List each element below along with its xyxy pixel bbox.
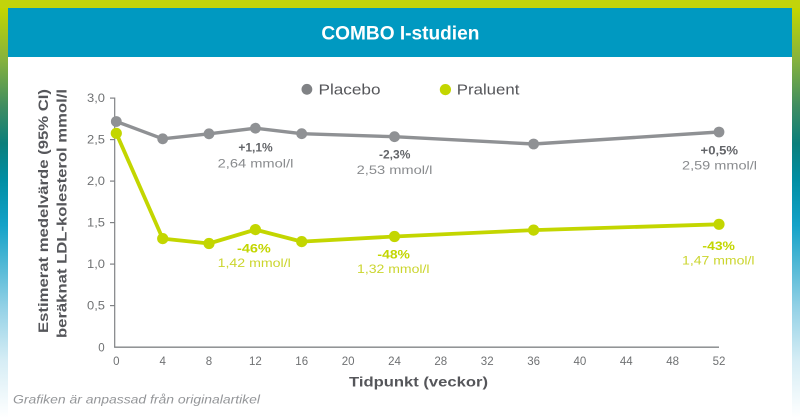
- svg-text:2,5: 2,5: [87, 134, 105, 146]
- svg-text:0: 0: [113, 356, 119, 368]
- svg-text:0: 0: [98, 343, 104, 355]
- svg-text:20: 20: [342, 356, 355, 368]
- svg-text:0,5: 0,5: [87, 300, 105, 312]
- svg-text:COMBO I-studien: COMBO I-studien: [321, 24, 479, 45]
- svg-text:beräknat LDL-kolesterol mmol/l: beräknat LDL-kolesterol mmol/l: [55, 89, 71, 338]
- svg-text:40: 40: [574, 356, 587, 368]
- svg-text:+1,1%: +1,1%: [238, 141, 273, 155]
- svg-text:2,0: 2,0: [87, 176, 105, 188]
- svg-text:Grafiken är anpassad från orig: Grafiken är anpassad från originalartike…: [13, 394, 261, 406]
- svg-text:52: 52: [713, 356, 726, 368]
- svg-text:+0,5%: +0,5%: [701, 144, 739, 158]
- svg-text:Tidpunkt (veckor): Tidpunkt (veckor): [349, 373, 488, 389]
- svg-text:32: 32: [481, 356, 494, 368]
- svg-text:12: 12: [249, 356, 262, 368]
- svg-text:Placebo: Placebo: [319, 81, 381, 98]
- svg-text:1,47 mmol/l: 1,47 mmol/l: [682, 254, 755, 268]
- svg-text:-43%: -43%: [702, 239, 735, 253]
- svg-text:1,32 mmol/l: 1,32 mmol/l: [357, 262, 430, 276]
- svg-text:-2,3%: -2,3%: [379, 148, 411, 162]
- svg-text:16: 16: [295, 356, 308, 368]
- svg-text:28: 28: [434, 356, 447, 368]
- svg-text:48: 48: [666, 356, 679, 368]
- svg-text:44: 44: [620, 356, 633, 368]
- svg-text:Praluent: Praluent: [457, 81, 521, 98]
- svg-text:Estimerat medelvärde (95% CI): Estimerat medelvärde (95% CI): [36, 89, 52, 333]
- svg-text:4: 4: [159, 356, 166, 368]
- svg-text:3,0: 3,0: [87, 93, 105, 105]
- svg-text:8: 8: [206, 356, 212, 368]
- svg-text:1,0: 1,0: [87, 259, 105, 271]
- svg-text:24: 24: [388, 356, 401, 368]
- svg-text:-48%: -48%: [377, 248, 410, 262]
- svg-text:2,59 mmol/l: 2,59 mmol/l: [682, 159, 757, 173]
- svg-text:2,64 mmol/l: 2,64 mmol/l: [218, 156, 294, 170]
- svg-text:-46%: -46%: [237, 241, 271, 255]
- svg-text:2,53 mmol/l: 2,53 mmol/l: [357, 163, 433, 177]
- svg-text:36: 36: [527, 356, 540, 368]
- svg-text:1,5: 1,5: [87, 217, 105, 229]
- svg-text:1,42 mmol/l: 1,42 mmol/l: [218, 256, 291, 270]
